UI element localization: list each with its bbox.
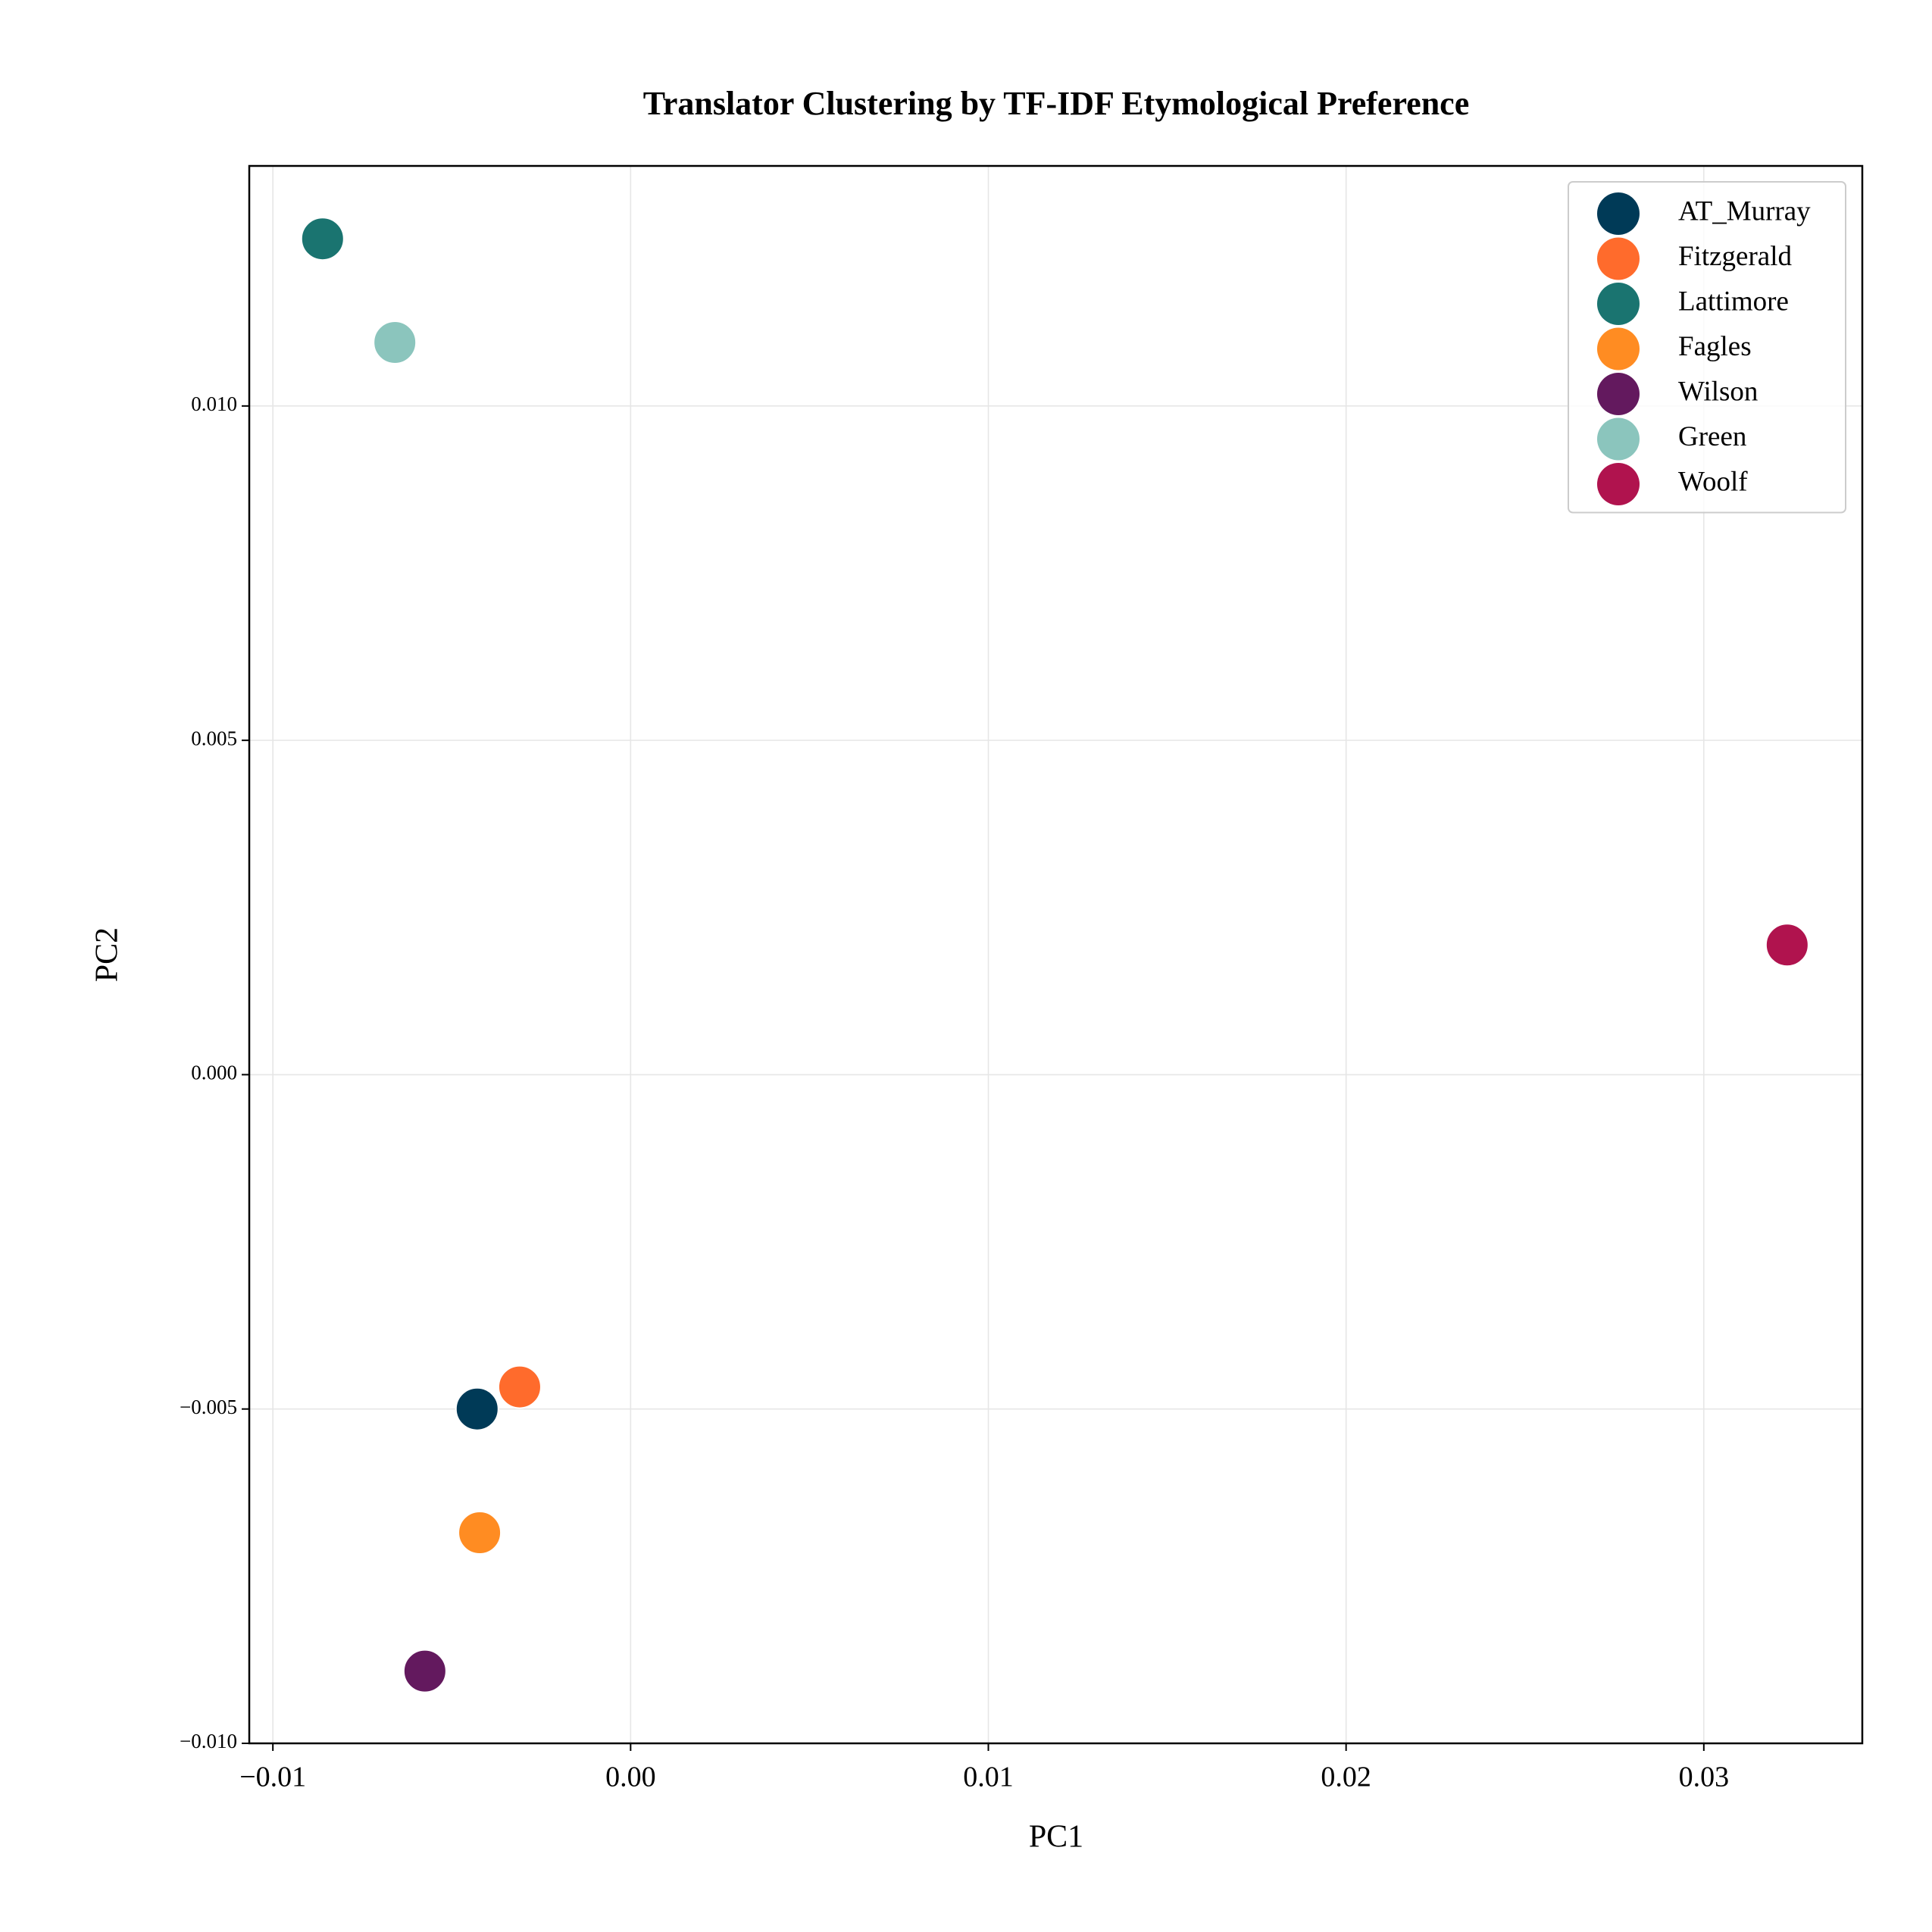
legend-label: AT_Murray	[1678, 195, 1811, 227]
legend-marker	[1597, 237, 1640, 280]
legend-marker	[1597, 373, 1640, 415]
point	[373, 320, 417, 365]
plot-frame	[248, 164, 1864, 1745]
x-axis-label: PC1	[1029, 1820, 1083, 1855]
point	[458, 1510, 502, 1555]
point	[300, 217, 345, 261]
y-axis-label: PC2	[90, 927, 125, 982]
legend-label: Green	[1678, 421, 1746, 452]
legend-marker	[1597, 417, 1640, 461]
y-tick-label: −0.005	[180, 1396, 237, 1418]
x-tick-label: −0.01	[239, 1762, 306, 1793]
legend-label: Woolf	[1678, 466, 1748, 497]
point	[1765, 923, 1809, 968]
x-tick-label: 0.03	[1679, 1762, 1730, 1793]
y-tick-label: 0.000	[191, 1061, 237, 1084]
legend-label: Lattimore	[1678, 286, 1789, 317]
legend-label: Fagles	[1678, 331, 1752, 362]
legend-marker	[1597, 463, 1640, 505]
y-tick-label: 0.005	[191, 727, 237, 749]
point	[455, 1386, 499, 1431]
point	[402, 1649, 447, 1693]
y-tick-label: 0.010	[191, 392, 237, 415]
legend-label: Fitzgerald	[1678, 241, 1793, 272]
x-tick-label: 0.02	[1321, 1762, 1371, 1793]
legend-label: Wilson	[1678, 376, 1758, 407]
x-tick-label: 0.01	[963, 1762, 1014, 1793]
legend-marker	[1597, 283, 1640, 325]
x-tick-label: 0.00	[605, 1762, 656, 1793]
chart-title: Translator Clustering by TF-IDF Etymolog…	[643, 85, 1469, 122]
legend-marker	[1597, 192, 1640, 235]
y-tick-label: −0.010	[180, 1730, 237, 1752]
point	[497, 1365, 542, 1409]
legend-marker	[1597, 327, 1640, 370]
